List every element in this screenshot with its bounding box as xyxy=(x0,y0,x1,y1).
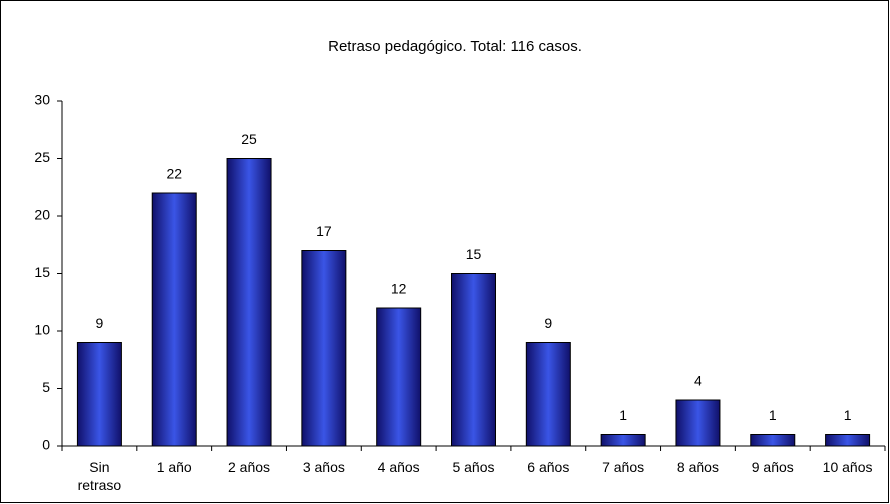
x-tick-label: 2 años xyxy=(228,459,271,475)
x-tick-label: 8 años xyxy=(676,459,719,475)
x-tick-label: Sin retraso xyxy=(77,459,122,493)
x-tick-label: 4 años xyxy=(377,459,420,475)
y-tick-label: 15 xyxy=(34,264,50,280)
value-label: 4 xyxy=(694,373,702,389)
bar xyxy=(600,434,646,447)
value-label: 9 xyxy=(96,315,104,331)
y-tick-label: 10 xyxy=(34,322,50,338)
x-tick-label: 10 años xyxy=(822,459,873,475)
y-tick-label: 30 xyxy=(34,92,50,108)
value-label: 25 xyxy=(241,131,257,147)
chart-title: Retraso pedagógico. Total: 116 casos. xyxy=(328,38,582,55)
x-tick-label: 6 años xyxy=(527,459,570,475)
y-tick-label: 0 xyxy=(42,437,50,453)
value-label: 12 xyxy=(391,281,407,297)
x-tick-label: 5 años xyxy=(452,459,495,475)
value-label: 1 xyxy=(769,407,777,423)
y-tick-label: 5 xyxy=(42,379,50,395)
value-label: 1 xyxy=(619,407,627,423)
value-label: 15 xyxy=(466,246,482,262)
x-tick-label: 3 años xyxy=(302,459,345,475)
x-tick-label: 1 año xyxy=(156,459,192,475)
y-tick-label: 25 xyxy=(34,149,50,165)
x-tick-label: 7 años xyxy=(602,459,645,475)
value-label: 22 xyxy=(166,166,182,182)
bar xyxy=(525,342,571,447)
bar xyxy=(226,158,272,447)
bar xyxy=(451,273,496,447)
value-label: 9 xyxy=(544,315,552,331)
bar xyxy=(301,250,347,447)
bar xyxy=(76,342,122,447)
value-label: 1 xyxy=(844,407,852,423)
bar xyxy=(675,399,721,447)
value-label: 17 xyxy=(316,223,332,239)
bar xyxy=(825,434,871,447)
bar xyxy=(151,192,197,447)
bar xyxy=(750,434,796,447)
x-tick-label: 9 años xyxy=(751,459,794,475)
y-tick-label: 20 xyxy=(34,207,50,223)
bar xyxy=(376,307,422,447)
